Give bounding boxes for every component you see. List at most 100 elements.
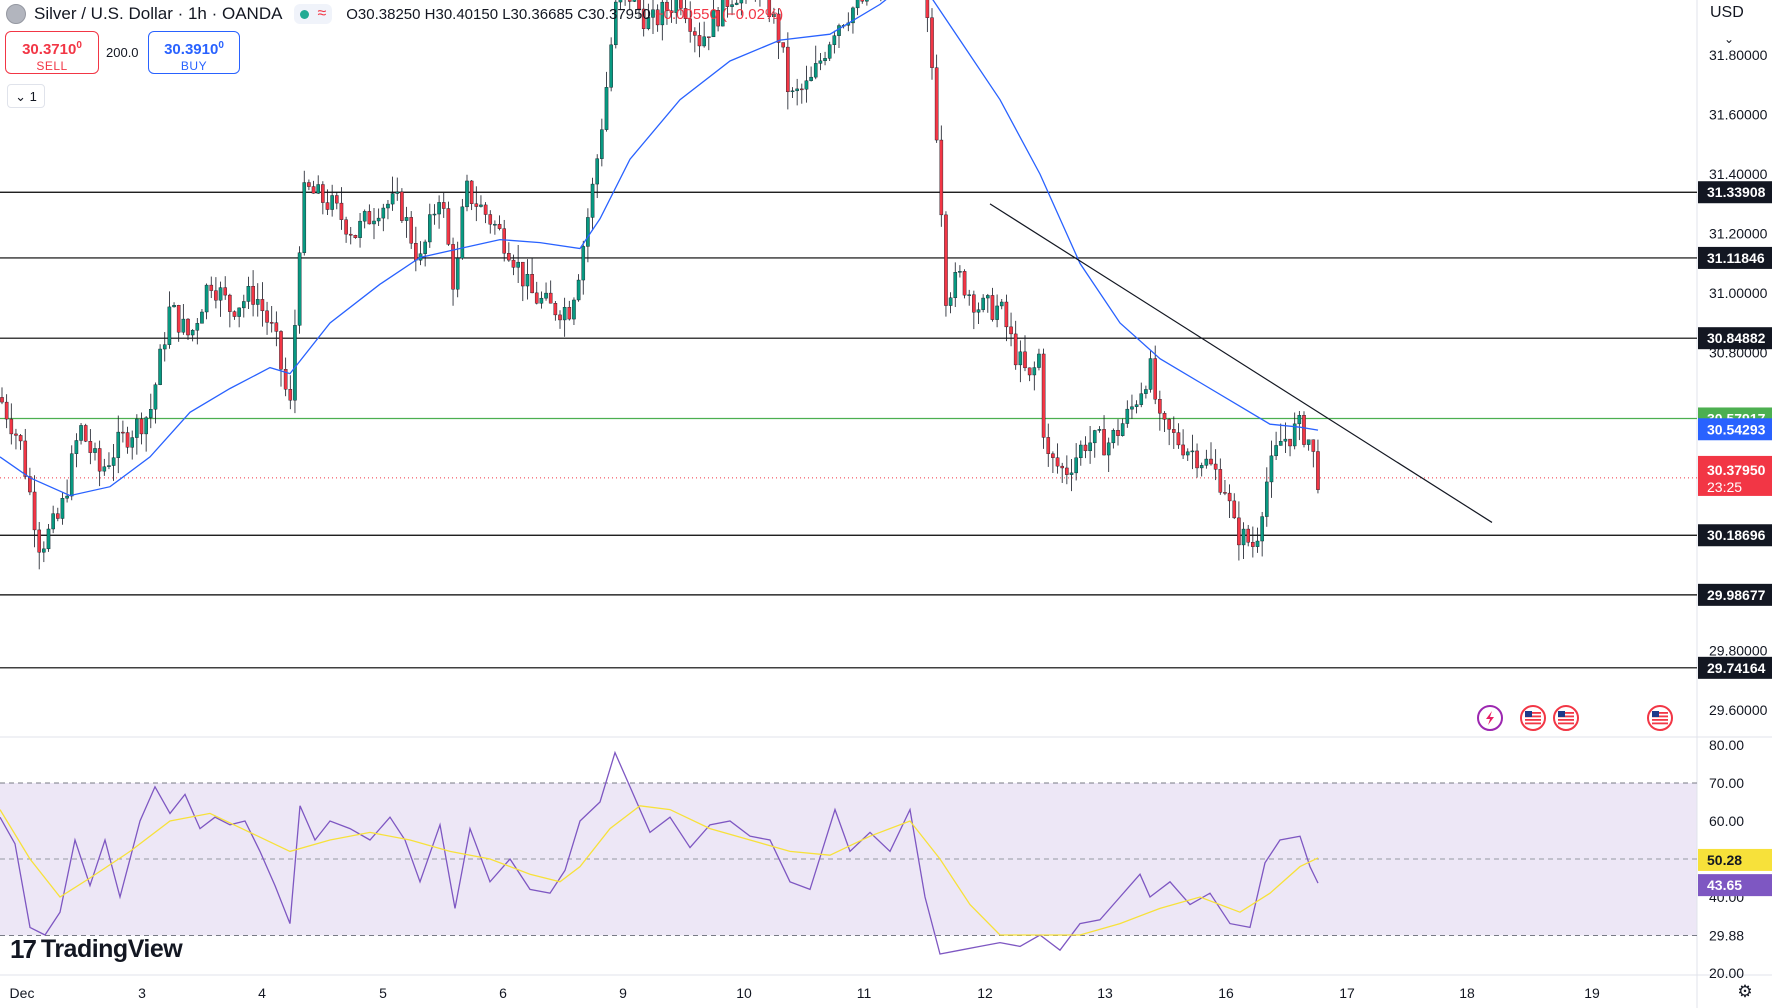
candle-body bbox=[1037, 353, 1041, 368]
us-flag-event-icon[interactable] bbox=[1647, 705, 1673, 731]
candle-body bbox=[376, 217, 381, 222]
candle-body bbox=[56, 513, 60, 519]
open-value: O30.38250 bbox=[346, 5, 421, 23]
candle-body bbox=[190, 330, 195, 336]
candle-body bbox=[246, 286, 251, 302]
chevron-down-icon: ⌄ bbox=[1724, 32, 1735, 46]
countdown-label: 23:25 bbox=[1707, 479, 1742, 495]
candle-body bbox=[1097, 429, 1102, 431]
us-flag-event-icon[interactable] bbox=[1520, 705, 1546, 731]
candle-body bbox=[739, 0, 744, 4]
candle-body bbox=[548, 292, 553, 304]
candle-body bbox=[97, 448, 102, 472]
candle-body bbox=[386, 203, 390, 209]
symbol-logo-icon bbox=[6, 4, 26, 24]
candle-body bbox=[493, 223, 497, 226]
candle-body bbox=[558, 314, 562, 321]
candle-body bbox=[534, 292, 539, 304]
candle-body bbox=[9, 418, 14, 435]
status-indicators[interactable]: ≈ bbox=[294, 4, 333, 24]
time-tick-label: 16 bbox=[1218, 985, 1234, 1001]
candle-body bbox=[1004, 301, 1009, 328]
candle-body bbox=[1153, 358, 1157, 400]
candle-body bbox=[51, 513, 55, 530]
candle-body bbox=[139, 418, 144, 435]
sell-price: 30.3710 bbox=[22, 41, 77, 58]
candle-body bbox=[1311, 439, 1316, 452]
candle-body bbox=[600, 129, 604, 159]
candle-body bbox=[1116, 429, 1120, 436]
candle-body bbox=[525, 274, 530, 287]
candle-body bbox=[832, 35, 837, 45]
tradingview-mark-icon: 17 bbox=[10, 934, 37, 964]
candle-body bbox=[539, 297, 544, 304]
settings-icon[interactable]: ⚙ bbox=[1737, 982, 1753, 1001]
buy-button[interactable]: 30.39100 BUY bbox=[148, 31, 240, 74]
candle-body bbox=[567, 306, 572, 320]
level-label-bg bbox=[1698, 181, 1772, 204]
candle-body bbox=[818, 60, 823, 64]
candle-body bbox=[948, 297, 953, 306]
price-tick-label: 31.60000 bbox=[1709, 107, 1768, 123]
candle-body bbox=[707, 36, 711, 38]
candle-body bbox=[116, 431, 121, 458]
candle-body bbox=[283, 369, 288, 390]
candle-body bbox=[1106, 442, 1111, 456]
candle-body bbox=[734, 2, 739, 5]
candle-body bbox=[651, 9, 655, 18]
candle-body bbox=[83, 425, 88, 442]
candle-body bbox=[1032, 367, 1037, 376]
high-value: H30.40150 bbox=[424, 5, 499, 23]
candle-body bbox=[186, 318, 190, 336]
candle-body bbox=[934, 67, 939, 141]
candle-body bbox=[646, 17, 651, 29]
candle-body bbox=[1027, 367, 1032, 376]
candle-body bbox=[460, 206, 465, 259]
rsi-tick-label: 20.00 bbox=[1709, 965, 1744, 981]
candle-body bbox=[860, 0, 865, 2]
time-tick-label: 19 bbox=[1584, 985, 1600, 1001]
candle-body bbox=[0, 397, 4, 403]
collapse-indicators-button[interactable]: ⌄ 1 bbox=[7, 84, 45, 108]
price-tick-label: 31.00000 bbox=[1709, 285, 1768, 301]
candle-body bbox=[237, 307, 241, 317]
tradingview-logo: 17 TradingView bbox=[10, 934, 183, 965]
candle-body bbox=[655, 9, 660, 26]
candle-body bbox=[353, 235, 358, 238]
candle-body bbox=[37, 529, 41, 553]
currency-selector[interactable]: USD ⌄ bbox=[1700, 0, 1772, 46]
level-label-bg bbox=[1698, 327, 1772, 350]
time-tick-label: 13 bbox=[1097, 985, 1113, 1001]
candle-body bbox=[432, 213, 437, 216]
time-tick-label: 3 bbox=[138, 985, 146, 1001]
candle-body bbox=[339, 202, 344, 220]
candle-body bbox=[665, 1, 669, 11]
time-tick-label: 17 bbox=[1339, 985, 1355, 1001]
candle-body bbox=[65, 495, 69, 499]
rsi-tick-label: 80.00 bbox=[1709, 737, 1744, 753]
candle-body bbox=[1306, 439, 1311, 445]
buy-price-sup: 0 bbox=[218, 40, 224, 51]
time-tick-label: 6 bbox=[499, 985, 507, 1001]
candle-body bbox=[572, 299, 576, 320]
candle-body bbox=[813, 63, 818, 78]
candle-body bbox=[660, 1, 665, 26]
candle-body bbox=[200, 311, 204, 324]
candle-body bbox=[1148, 358, 1153, 390]
sell-button[interactable]: 30.37100 SELL bbox=[5, 31, 99, 74]
symbol-title[interactable]: Silver / U.S. Dollar · 1h · OANDA bbox=[34, 4, 283, 23]
candle-body bbox=[521, 261, 525, 287]
candle-body bbox=[925, 0, 930, 18]
candle-body bbox=[1046, 437, 1051, 454]
candle-body bbox=[809, 76, 813, 81]
candle-body bbox=[1055, 457, 1060, 467]
candle-body bbox=[1158, 399, 1162, 414]
flash-event-icon[interactable] bbox=[1477, 705, 1503, 731]
last-price-label: 30.37950 bbox=[1707, 462, 1766, 478]
candle-body bbox=[1051, 453, 1055, 458]
candle-body bbox=[395, 191, 400, 194]
us-flag-event-icon[interactable] bbox=[1553, 705, 1579, 731]
candle-body bbox=[827, 44, 832, 59]
candle-body bbox=[279, 331, 283, 370]
